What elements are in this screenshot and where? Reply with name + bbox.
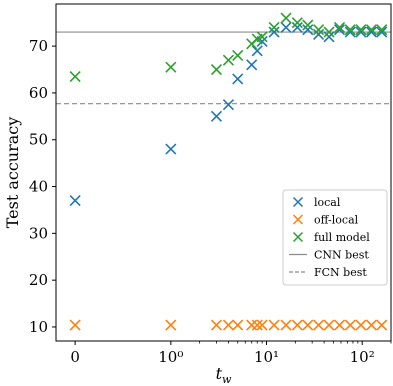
data-point-off-local bbox=[291, 319, 303, 331]
data-point-off-local bbox=[251, 319, 263, 331]
y-tick-label: 10 bbox=[29, 318, 48, 336]
data-point-off-local bbox=[365, 319, 378, 331]
data-point-local bbox=[302, 24, 314, 36]
data-point-full-model bbox=[222, 54, 234, 66]
data-point-full-model bbox=[344, 24, 356, 36]
y-tick-label: 50 bbox=[29, 131, 48, 149]
data-point-off-local bbox=[313, 319, 325, 331]
data-point-full-model bbox=[165, 61, 177, 73]
data-point-full-model bbox=[280, 12, 292, 24]
data-point-local bbox=[222, 99, 234, 111]
data-point-local bbox=[69, 195, 81, 207]
data-point-off-local bbox=[376, 319, 388, 331]
y-tick-label: 20 bbox=[29, 271, 48, 289]
x-axis-label: tw bbox=[216, 364, 232, 386]
data-point-local bbox=[251, 45, 263, 57]
plot-frame bbox=[55, 3, 392, 342]
data-point-off-local bbox=[344, 319, 356, 331]
data-point-local bbox=[210, 110, 223, 122]
data-point-off-local bbox=[280, 319, 292, 331]
data-point-off-local bbox=[210, 319, 223, 331]
data-point-local bbox=[376, 26, 388, 38]
x-tick-label: 10⁰ bbox=[158, 348, 183, 366]
data-point-full-model bbox=[291, 17, 303, 29]
legend-marker-off-local bbox=[292, 214, 304, 225]
data-point-off-local bbox=[222, 319, 234, 331]
data-point-local bbox=[291, 21, 303, 33]
data-point-off-local bbox=[256, 319, 268, 331]
y-tick-label: 60 bbox=[29, 84, 48, 102]
legend-box bbox=[282, 189, 388, 286]
x-tick-label: 10² bbox=[350, 348, 375, 366]
data-point-local bbox=[344, 26, 356, 38]
legend-label-off-local: off-local bbox=[314, 214, 359, 227]
data-point-full-model bbox=[210, 63, 223, 76]
data-point-full-model bbox=[365, 24, 378, 36]
x-tick-label: 0 bbox=[70, 348, 80, 366]
legend-label-cnn-best: CNN best bbox=[314, 249, 369, 262]
data-point-local bbox=[165, 143, 177, 155]
data-point-off-local bbox=[268, 319, 280, 331]
data-point-local bbox=[232, 73, 244, 85]
data-point-full-model bbox=[232, 49, 244, 62]
data-point-off-local bbox=[333, 319, 346, 331]
data-point-full-model bbox=[69, 70, 81, 83]
data-point-local bbox=[355, 26, 367, 38]
y-axis-label: Test accuracy bbox=[3, 117, 22, 229]
data-point-off-local bbox=[246, 319, 258, 331]
legend-label-full-model: full model bbox=[314, 231, 370, 244]
data-point-off-local bbox=[302, 319, 314, 331]
legend-marker-local bbox=[292, 196, 304, 208]
data-point-full-model bbox=[376, 24, 388, 36]
data-point-local bbox=[323, 31, 335, 43]
data-point-off-local bbox=[232, 319, 244, 331]
data-point-full-model bbox=[268, 21, 280, 33]
data-point-full-model bbox=[355, 24, 367, 36]
axis-ticks: 10 20 30 40 50 60 70 0 10⁰ 10¹ 10² bbox=[29, 37, 392, 366]
data-point-off-local bbox=[323, 319, 335, 331]
y-tick-label: 30 bbox=[29, 224, 48, 242]
data-point-full-model bbox=[333, 21, 346, 33]
legend: local off-local full model CNN best FCN best bbox=[282, 189, 388, 286]
data-point-off-local bbox=[165, 319, 177, 331]
data-point-local bbox=[268, 26, 280, 38]
data-point-off-local bbox=[355, 319, 367, 331]
legend-label-local: local bbox=[314, 196, 341, 209]
data-point-local bbox=[280, 21, 292, 33]
y-tick-label: 70 bbox=[29, 37, 48, 55]
data-point-local bbox=[365, 26, 378, 38]
data-point-local bbox=[333, 24, 346, 36]
legend-label-fcn-best: FCN best bbox=[314, 266, 367, 279]
data-point-off-local bbox=[69, 319, 81, 331]
reference-lines bbox=[56, 31, 391, 105]
data-point-full-model bbox=[313, 24, 325, 36]
data-point-local bbox=[313, 28, 325, 40]
data-markers bbox=[69, 12, 388, 331]
legend-marker-full-model bbox=[292, 231, 304, 243]
x-tick-label: 10¹ bbox=[254, 348, 279, 366]
y-tick-label: 40 bbox=[29, 178, 48, 196]
data-point-full-model bbox=[323, 26, 335, 38]
data-point-full-model bbox=[302, 19, 314, 31]
data-point-local bbox=[246, 59, 258, 71]
data-point-full-model bbox=[256, 31, 268, 43]
